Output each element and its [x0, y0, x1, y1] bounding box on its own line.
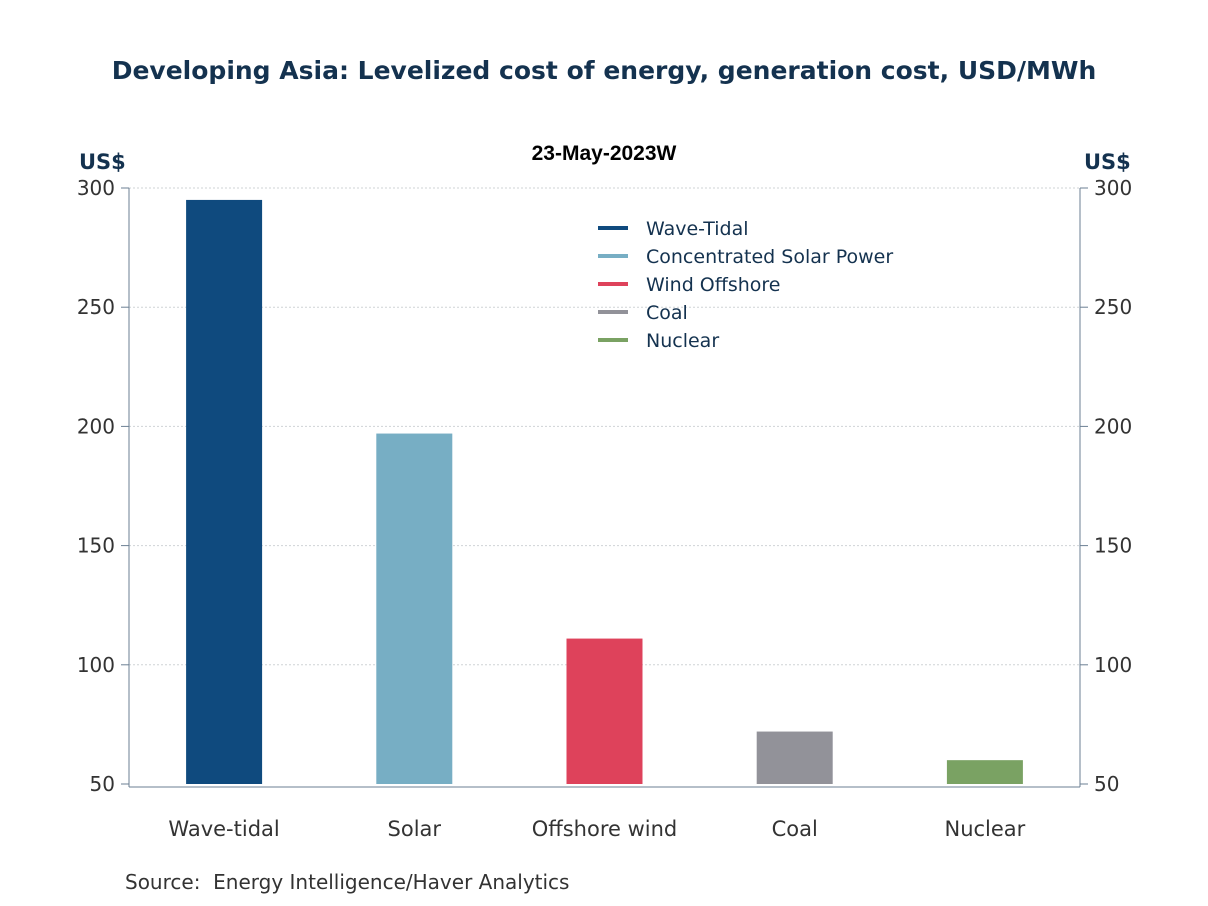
- chart-subtitle: 23-May-2023W: [531, 142, 677, 165]
- left-tick-label: 150: [77, 534, 115, 558]
- bar: [566, 638, 643, 784]
- bar: [946, 760, 1023, 784]
- left-tick-label: 300: [77, 176, 115, 200]
- left-axis-unit: US$: [79, 150, 126, 174]
- legend-label: Wave-Tidal: [646, 218, 749, 240]
- right-axis-unit: US$: [1084, 150, 1131, 174]
- left-tick-label: 200: [77, 414, 115, 438]
- right-tick-label: 50: [1094, 772, 1119, 796]
- right-tick-label: 150: [1094, 534, 1132, 558]
- legend-label: Nuclear: [646, 330, 719, 352]
- right-tick-label: 100: [1094, 653, 1132, 677]
- legend-label: Concentrated Solar Power: [646, 246, 893, 268]
- legend-label: Coal: [646, 302, 688, 324]
- source-note: Source: Energy Intelligence/Haver Analyt…: [125, 870, 570, 894]
- chart-title: Developing Asia: Levelized cost of energ…: [111, 56, 1097, 85]
- right-tick-label: 200: [1094, 414, 1132, 438]
- category-label: Solar: [388, 817, 442, 841]
- right-tick-label: 250: [1094, 295, 1132, 319]
- category-label: Wave-tidal: [168, 817, 279, 841]
- category-label: Coal: [772, 817, 818, 841]
- bar: [376, 433, 453, 784]
- right-tick-label: 300: [1094, 176, 1132, 200]
- left-tick-label: 250: [77, 295, 115, 319]
- left-tick-label: 100: [77, 653, 115, 677]
- legend-label: Wind Offshore: [646, 274, 780, 296]
- bar: [756, 731, 833, 784]
- bar: [186, 199, 263, 785]
- category-label: Nuclear: [944, 817, 1025, 841]
- category-label: Offshore wind: [532, 817, 678, 841]
- left-tick-label: 50: [90, 772, 115, 796]
